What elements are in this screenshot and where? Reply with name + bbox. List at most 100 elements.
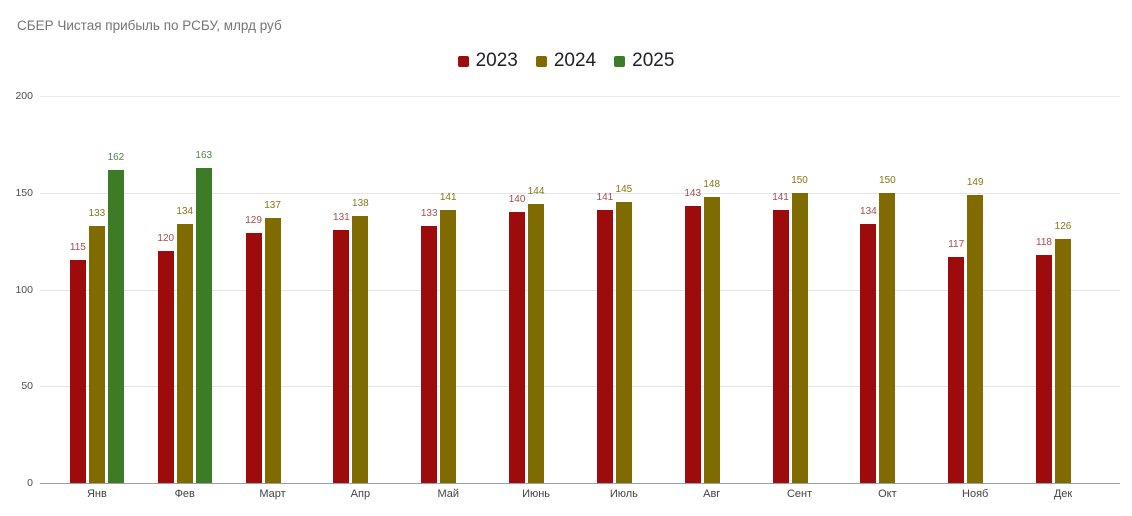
bar-2023-Янв[interactable]: [69, 260, 86, 483]
bar-groups: 115 133 162 Янв 120 134 163 Фев 129 137 Март 131 138…: [53, 96, 1107, 500]
bar-slot: [284, 96, 300, 483]
bar-value-label: 120: [157, 232, 175, 244]
bar-2023-Нояб[interactable]: [948, 256, 965, 483]
bar-2024-Нояб[interactable]: [967, 194, 984, 483]
bar-2023-Июнь[interactable]: [509, 212, 526, 483]
bar-group-Фев: 120 134 163 Фев: [141, 96, 229, 500]
bar-slot: 117: [948, 96, 965, 483]
bar-2024-Окт[interactable]: [879, 192, 896, 483]
bar-slot: [635, 96, 651, 483]
bar-2024-Март[interactable]: [264, 217, 281, 483]
x-axis-label-Май: Май: [437, 488, 459, 500]
legend-label: 2024: [553, 50, 597, 71]
bar-value-label: 148: [703, 178, 721, 190]
bar-2025-Янв[interactable]: [107, 169, 124, 483]
bar-group-Апр: 131 138 Апр: [316, 96, 404, 500]
bar-2023-Фев[interactable]: [157, 250, 174, 483]
bar-value-label: 137: [264, 199, 281, 211]
bar-slot: 143: [684, 96, 701, 483]
bar-value-label: 126: [1054, 221, 1072, 233]
bar-2023-Авг[interactable]: [684, 206, 701, 483]
bar-2024-Май[interactable]: [440, 210, 457, 483]
bar-slot: 163: [195, 96, 213, 483]
legend-label: 2023: [475, 50, 518, 71]
y-axis-label-100: 100: [15, 283, 33, 296]
chart-title: СБЕР Чистая прибыль по РСБУ, млрд руб: [17, 18, 282, 33]
bar-slot: 118: [1036, 96, 1053, 483]
bar-group-Июнь: 140 144 Июнь: [492, 96, 580, 500]
bar-2024-Июнь[interactable]: [528, 204, 545, 483]
x-axis-baseline: [40, 483, 1120, 484]
bar-2023-Сент[interactable]: [772, 210, 789, 483]
legend-swatch-2023: [457, 55, 469, 67]
bar-value-label: 138: [352, 197, 369, 209]
bar-slot: [547, 96, 563, 483]
bar-value-label: 162: [107, 151, 125, 163]
bar-slot: 138: [352, 96, 369, 483]
bar-value-label: 140: [508, 194, 526, 206]
bar-value-label: 150: [879, 174, 896, 186]
bar-slot: 141: [440, 96, 457, 483]
bar-value-label: 144: [527, 186, 545, 198]
bar-2024-Дек[interactable]: [1055, 239, 1072, 483]
bar-slot: [898, 96, 914, 483]
bar-slot: 150: [879, 96, 896, 483]
gridline-150: [40, 192, 1120, 194]
bar-value-label: 163: [195, 149, 213, 161]
bar-2023-Дек[interactable]: [1036, 254, 1053, 483]
bar-2023-Апр[interactable]: [333, 229, 350, 483]
bar-group-Янв: 115 133 162 Янв: [53, 96, 141, 500]
bar-group-Март: 129 137 Март: [229, 96, 317, 500]
bar-2023-Май[interactable]: [421, 225, 438, 483]
gridline-50: [40, 386, 1120, 388]
bar-2023-Окт[interactable]: [860, 223, 877, 483]
bar-slot: 120: [157, 96, 175, 483]
bar-slot: [1074, 96, 1090, 483]
bar-2024-Апр[interactable]: [352, 215, 369, 483]
bar-slot: 134: [176, 96, 193, 483]
bar-group-Авг: 143 148 Авг: [668, 96, 756, 500]
legend-swatch-2024: [535, 55, 547, 67]
bar-2024-Июль[interactable]: [615, 202, 632, 483]
bar-2024-Фев[interactable]: [176, 223, 193, 483]
x-axis-label-Дек: Дек: [1053, 488, 1073, 500]
bar-slot: [723, 96, 739, 483]
bar-value-label: 131: [333, 211, 350, 223]
bar-value-label: 118: [1036, 236, 1052, 248]
legend-swatch-2025: [614, 55, 626, 67]
x-axis-label-Нояб: Нояб: [962, 488, 989, 500]
x-axis-label-Фев: Фев: [174, 488, 195, 500]
bar-value-label: 134: [860, 205, 877, 217]
bar-slot: 144: [528, 96, 544, 483]
bar-slot: 134: [860, 96, 877, 483]
bar-2023-Март[interactable]: [245, 233, 262, 483]
bar-slot: 126: [1055, 96, 1071, 483]
bar-group-Май: 133 141 Май: [404, 96, 492, 500]
bar-value-label: 133: [420, 207, 438, 219]
x-axis-label-Март: Март: [259, 488, 286, 500]
bar-2024-Сент[interactable]: [791, 192, 808, 483]
bar-value-label: 141: [596, 192, 614, 204]
bar-slot: 133: [420, 96, 438, 483]
bar-slot: 137: [264, 96, 281, 483]
bar-value-label: 150: [791, 174, 808, 186]
bar-value-label: 117: [948, 238, 965, 250]
x-axis-label-Окт: Окт: [878, 488, 897, 500]
bar-slot: 149: [967, 96, 984, 483]
legend: 2023 2024 2025: [0, 50, 1132, 72]
bar-slot: 145: [616, 96, 632, 483]
legend-item-2025: 2025: [614, 50, 674, 72]
bar-2025-Фев[interactable]: [195, 167, 212, 483]
bar-slot: [459, 96, 475, 483]
bar-group-Сент: 141 150 Сент: [756, 96, 844, 500]
bar-2023-Июль[interactable]: [596, 210, 613, 483]
x-axis-label-Сент: Сент: [786, 488, 813, 500]
legend-item-2023: 2023: [457, 50, 518, 72]
bar-group-Нояб: 117 149 Нояб: [931, 96, 1019, 500]
bar-2024-Авг[interactable]: [703, 196, 720, 483]
plot-area: 0 50 100 150 200 115 133 162 Янв 120 134 163 Фев 129 1…: [15, 90, 1120, 500]
bar-2024-Янв[interactable]: [88, 225, 105, 483]
bar-value-label: 141: [772, 192, 789, 204]
x-axis-label-Июль: Июль: [609, 488, 638, 500]
